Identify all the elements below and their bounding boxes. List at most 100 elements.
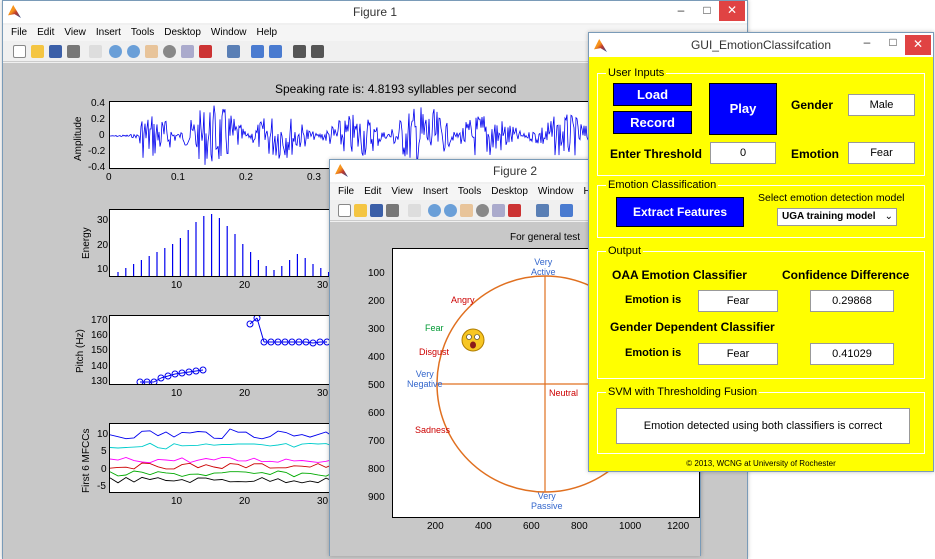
energy-ytick: 20 — [97, 240, 109, 251]
open-icon[interactable] — [354, 204, 367, 217]
fig2-ytick: 500 — [368, 380, 385, 391]
menu-edit[interactable]: Edit — [364, 186, 382, 197]
mfcc-ytick: 0 — [101, 464, 107, 475]
amp-xtick: 0.1 — [171, 172, 185, 183]
hide-tools-icon[interactable] — [293, 45, 306, 58]
zoom-in-icon[interactable] — [109, 45, 122, 58]
pitch-xtick: 10 — [171, 388, 183, 399]
angry-label: Angry — [451, 295, 475, 305]
brush-icon[interactable] — [508, 204, 521, 217]
rotate-icon[interactable] — [163, 45, 176, 58]
link-icon[interactable] — [227, 45, 240, 58]
confidence-field-1: 0.29868 — [810, 290, 894, 312]
general-test-title: For general test — [510, 232, 581, 243]
fig2-ytick: 700 — [368, 436, 385, 447]
minimize-button[interactable]: – — [677, 3, 685, 17]
mfcc-ylabel: First 6 MFCCs — [81, 428, 92, 493]
print-icon[interactable] — [386, 204, 399, 217]
pointer-icon[interactable] — [408, 204, 421, 217]
figure1-title: Figure 1 — [352, 5, 398, 19]
mfcc-axes — [109, 423, 334, 493]
fig2-xtick: 600 — [523, 521, 540, 532]
link-icon[interactable] — [536, 204, 549, 217]
print-icon[interactable] — [67, 45, 80, 58]
datacursor-icon[interactable] — [492, 204, 505, 217]
menu-insert[interactable]: Insert — [422, 186, 448, 197]
fig2-xtick: 1000 — [619, 521, 642, 532]
play-button[interactable]: Play — [709, 83, 777, 135]
new-icon[interactable] — [13, 45, 26, 58]
amp-ytick: 0 — [99, 130, 105, 141]
emotion-is-label-2: Emotion is — [625, 347, 682, 359]
amplitude-waveform — [110, 105, 598, 166]
menu-view[interactable]: View — [391, 186, 413, 197]
menu-help[interactable]: Help — [256, 27, 278, 38]
menu-insert[interactable]: Insert — [95, 27, 121, 38]
amp-ytick: -0.2 — [88, 146, 106, 157]
menu-file[interactable]: File — [11, 27, 28, 38]
figure2-title: Figure 2 — [492, 164, 538, 178]
menu-tools[interactable]: Tools — [130, 27, 155, 38]
menu-window[interactable]: Window — [537, 186, 574, 197]
close-button[interactable]: ✕ — [905, 35, 931, 55]
zoom-out-icon[interactable] — [127, 45, 140, 58]
colorbar-icon[interactable] — [251, 45, 264, 58]
classification-panel: Emotion Classification Extract Features … — [597, 179, 925, 238]
model-dropdown[interactable]: UGA training model ⌄ — [777, 208, 897, 226]
rotate-icon[interactable] — [476, 204, 489, 217]
amp-ytick: 0.4 — [91, 98, 105, 109]
energy-ytick: 30 — [97, 215, 109, 226]
menu-desktop[interactable]: Desktop — [164, 27, 201, 38]
oaa-emotion-field: Fear — [698, 290, 778, 312]
pitch-ylabel: Pitch (Hz) — [75, 329, 86, 373]
gender-field[interactable]: Male — [848, 94, 915, 116]
open-icon[interactable] — [31, 45, 44, 58]
very-active-label: Very Active — [531, 257, 556, 277]
record-button[interactable]: Record — [613, 111, 692, 134]
close-button[interactable]: ✕ — [719, 1, 745, 21]
copyright-footer: © 2013, WCNG at University of Rochester — [686, 459, 836, 468]
fusion-panel: SVM with Thresholding Fusion Emotion det… — [597, 386, 925, 454]
figure1-titlebar: Figure 1 – □ ✕ — [3, 1, 747, 23]
emotion-is-label-1: Emotion is — [625, 294, 682, 306]
save-icon[interactable] — [370, 204, 383, 217]
fear-label: Fear — [425, 323, 444, 333]
datacursor-icon[interactable] — [181, 45, 194, 58]
emotion-field[interactable]: Fear — [848, 142, 915, 164]
menu-file[interactable]: File — [338, 186, 355, 197]
zoom-out-icon[interactable] — [444, 204, 457, 217]
energy-axes — [109, 209, 334, 277]
save-icon[interactable] — [49, 45, 62, 58]
fig2-ytick: 100 — [368, 268, 385, 279]
show-tools-icon[interactable] — [311, 45, 324, 58]
legend-icon[interactable] — [269, 45, 282, 58]
maximize-button[interactable]: □ — [703, 3, 711, 17]
pan-icon[interactable] — [460, 204, 473, 217]
pan-icon[interactable] — [145, 45, 158, 58]
brush-icon[interactable] — [199, 45, 212, 58]
emotion-label: Emotion — [791, 147, 839, 161]
pitch-ytick: 170 — [91, 315, 108, 326]
pointer-icon[interactable] — [89, 45, 102, 58]
pitch-xtick: 20 — [239, 388, 251, 399]
gender-dependent-label: Gender Dependent Classifier — [610, 320, 775, 334]
zoom-in-icon[interactable] — [428, 204, 441, 217]
gd-emotion-field: Fear — [698, 343, 778, 365]
colorbar-icon[interactable] — [560, 204, 573, 217]
load-button[interactable]: Load — [613, 83, 692, 106]
user-inputs-panel: User Inputs Load Record Play Gender Male… — [597, 67, 925, 176]
minimize-button[interactable]: – — [863, 35, 871, 49]
maximize-button[interactable]: □ — [889, 35, 897, 49]
figure1-toolbar — [3, 42, 747, 62]
menu-tools[interactable]: Tools — [457, 186, 482, 197]
menu-desktop[interactable]: Desktop — [491, 186, 528, 197]
menu-edit[interactable]: Edit — [37, 27, 55, 38]
fig2-xtick: 800 — [571, 521, 588, 532]
gender-label: Gender — [791, 98, 834, 112]
new-icon[interactable] — [338, 204, 351, 217]
menu-view[interactable]: View — [64, 27, 86, 38]
menu-window[interactable]: Window — [210, 27, 247, 38]
threshold-input[interactable]: 0 — [710, 142, 776, 164]
extract-features-button[interactable]: Extract Features — [616, 197, 744, 227]
classification-title: Emotion Classification — [606, 179, 719, 191]
